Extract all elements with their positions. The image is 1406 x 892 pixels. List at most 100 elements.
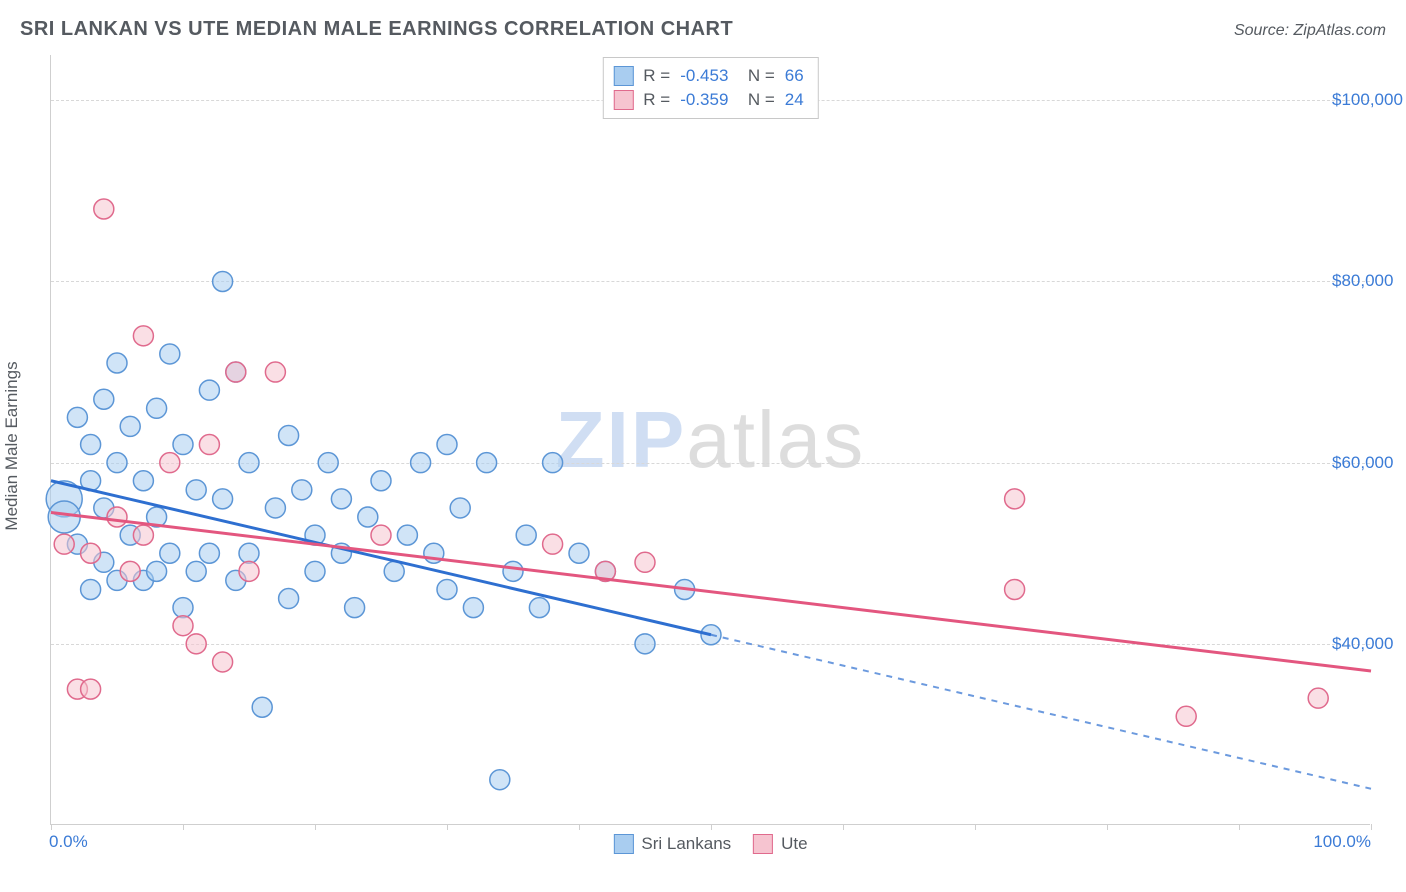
- data-point: [265, 362, 285, 382]
- data-point: [371, 525, 391, 545]
- data-point: [503, 561, 523, 581]
- legend-label: Ute: [781, 834, 807, 854]
- data-point: [371, 471, 391, 491]
- data-point: [477, 453, 497, 473]
- data-point: [635, 552, 655, 572]
- data-point: [279, 425, 299, 445]
- data-point: [120, 416, 140, 436]
- legend-r-value-1: -0.359: [680, 88, 728, 112]
- data-point: [147, 398, 167, 418]
- legend-n-label: N =: [738, 64, 774, 88]
- plot-area: ZIPatlas $40,000$60,000$80,000$100,000 0…: [50, 55, 1370, 825]
- data-point: [133, 326, 153, 346]
- data-point: [107, 453, 127, 473]
- data-point: [239, 543, 259, 563]
- correlation-legend: R = -0.453 N = 66 R = -0.359 N = 24: [602, 57, 818, 119]
- data-point: [173, 616, 193, 636]
- data-point: [160, 543, 180, 563]
- data-point: [1176, 706, 1196, 726]
- data-point: [292, 480, 312, 500]
- data-point: [635, 634, 655, 654]
- x-tick: [975, 824, 976, 830]
- source-attribution: Source: ZipAtlas.com: [1234, 22, 1386, 40]
- data-point: [384, 561, 404, 581]
- data-point: [1308, 688, 1328, 708]
- data-point: [213, 489, 233, 509]
- data-point: [239, 561, 259, 581]
- data-point: [81, 543, 101, 563]
- x-tick: [315, 824, 316, 830]
- data-point: [54, 534, 74, 554]
- data-point: [186, 634, 206, 654]
- data-point: [318, 453, 338, 473]
- data-point: [226, 362, 246, 382]
- legend-r-label: R =: [643, 64, 670, 88]
- legend-n-value-0: 66: [785, 64, 804, 88]
- data-point: [120, 561, 140, 581]
- data-point: [252, 697, 272, 717]
- x-tick-label: 100.0%: [1311, 832, 1371, 852]
- data-point: [463, 598, 483, 618]
- data-point: [265, 498, 285, 518]
- data-point: [279, 589, 299, 609]
- data-point: [81, 579, 101, 599]
- legend-item: Ute: [753, 834, 807, 854]
- x-tick: [1107, 824, 1108, 830]
- data-point: [199, 380, 219, 400]
- data-point: [345, 598, 365, 618]
- legend-swatch: [613, 834, 633, 854]
- legend-label: Sri Lankans: [641, 834, 731, 854]
- chart-title: SRI LANKAN VS UTE MEDIAN MALE EARNINGS C…: [20, 18, 733, 41]
- legend-row-sri-lankans: R = -0.453 N = 66: [613, 64, 803, 88]
- x-tick: [579, 824, 580, 830]
- data-point: [411, 453, 431, 473]
- data-point: [213, 271, 233, 291]
- data-point: [239, 453, 259, 473]
- data-point: [199, 543, 219, 563]
- y-axis-title: Median Male Earnings: [2, 361, 22, 530]
- data-point: [213, 652, 233, 672]
- data-point: [199, 435, 219, 455]
- legend-n-value-1: 24: [785, 88, 804, 112]
- scatter-svg: [51, 55, 1370, 824]
- data-point: [305, 561, 325, 581]
- data-point: [173, 598, 193, 618]
- data-point: [133, 525, 153, 545]
- data-point: [48, 501, 80, 533]
- data-point: [81, 679, 101, 699]
- x-tick: [447, 824, 448, 830]
- x-tick: [183, 824, 184, 830]
- data-point: [358, 507, 378, 527]
- data-point: [186, 480, 206, 500]
- data-point: [147, 561, 167, 581]
- legend-r-value-0: -0.453: [680, 64, 728, 88]
- data-point: [490, 770, 510, 790]
- x-tick-label: 0.0%: [49, 832, 88, 852]
- legend-row-ute: R = -0.359 N = 24: [613, 88, 803, 112]
- data-point: [81, 435, 101, 455]
- data-point: [543, 453, 563, 473]
- data-point: [1005, 489, 1025, 509]
- data-point: [1005, 579, 1025, 599]
- series-legend: Sri Lankans Ute: [613, 834, 807, 854]
- data-point: [107, 507, 127, 527]
- data-point: [543, 534, 563, 554]
- x-tick: [711, 824, 712, 830]
- data-point: [569, 543, 589, 563]
- data-point: [331, 489, 351, 509]
- data-point: [133, 471, 153, 491]
- data-point: [94, 199, 114, 219]
- legend-n-label: N =: [738, 88, 774, 112]
- data-point: [67, 407, 87, 427]
- data-point: [94, 389, 114, 409]
- x-tick: [1239, 824, 1240, 830]
- data-point: [160, 344, 180, 364]
- x-tick: [843, 824, 844, 830]
- legend-item: Sri Lankans: [613, 834, 731, 854]
- data-point: [173, 435, 193, 455]
- swatch-sri-lankans: [613, 66, 633, 86]
- data-point: [437, 435, 457, 455]
- data-point: [437, 579, 457, 599]
- trend-line: [51, 481, 711, 635]
- data-point: [186, 561, 206, 581]
